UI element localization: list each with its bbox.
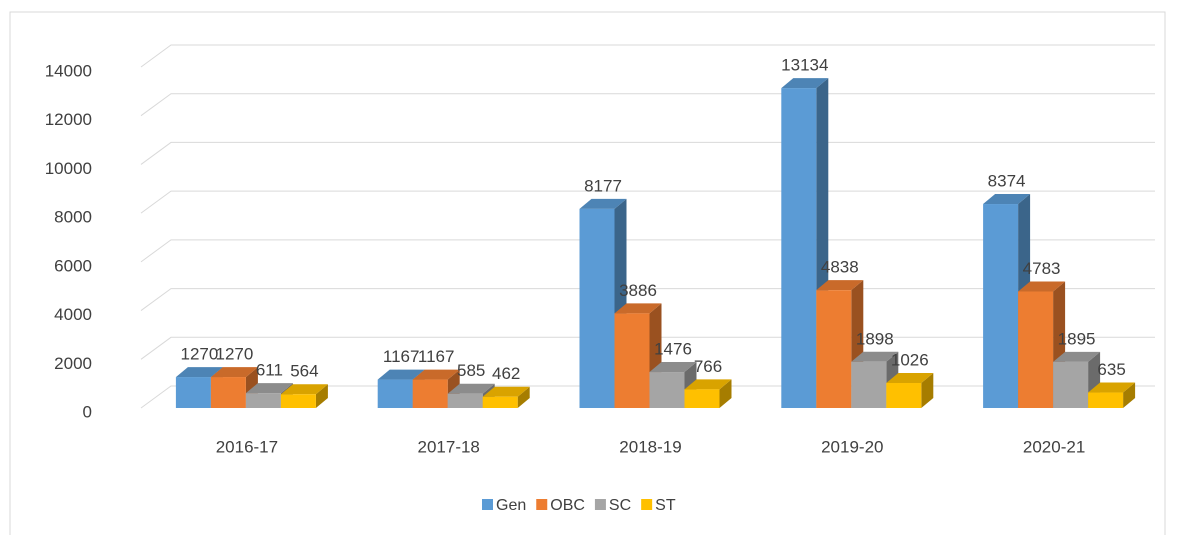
data-label: 564 [290, 362, 318, 381]
bar-top [447, 383, 495, 394]
bar [649, 372, 685, 408]
data-label: 766 [694, 357, 722, 376]
data-label: 635 [1097, 360, 1125, 379]
bar-top [649, 362, 697, 373]
bar-top [245, 383, 293, 394]
bar [175, 377, 211, 408]
bar-top [816, 280, 864, 291]
legend-label: OBC [550, 497, 585, 514]
y-tick-label: 10000 [45, 159, 92, 178]
data-label: 8374 [988, 172, 1026, 191]
legend-swatch [482, 499, 493, 510]
data-label: 1270 [180, 345, 218, 364]
chart-border [9, 11, 1166, 540]
bar-top [851, 351, 899, 362]
bar [280, 394, 316, 408]
bar-top [377, 369, 425, 380]
legend-label: Gen [496, 497, 526, 514]
bar-top [482, 386, 530, 397]
data-label: 1167 [418, 347, 455, 366]
bar-top [983, 194, 1031, 205]
bar-top [1018, 281, 1066, 292]
bar-side [1123, 382, 1136, 408]
data-label: 585 [457, 361, 485, 380]
data-label: 611 [256, 361, 283, 380]
bar-top [684, 379, 732, 390]
bar [210, 377, 246, 408]
bar-side [921, 373, 934, 408]
bar-top [579, 198, 627, 209]
y-tick-label: 4000 [54, 305, 92, 324]
bar-top [175, 367, 223, 378]
legend-swatch [641, 499, 653, 510]
x-tick-label: 2019-20 [821, 437, 883, 456]
data-label: 1270 [215, 345, 253, 364]
bar-top [614, 303, 662, 314]
bar-side [719, 379, 732, 408]
bar-top [781, 78, 829, 89]
bar [377, 379, 413, 408]
legend-label: SC [609, 497, 631, 514]
x-tick-label: 2016-17 [216, 437, 278, 456]
x-tick-label: 2017-18 [418, 437, 480, 456]
x-tick-label: 2020-21 [1023, 437, 1085, 456]
x-tick-label: 2018-19 [619, 437, 681, 456]
bar [579, 208, 615, 408]
data-label: 1026 [891, 350, 929, 369]
data-label: 3886 [619, 281, 657, 300]
data-label: 1895 [1058, 329, 1096, 348]
bar [816, 290, 852, 408]
bar [1053, 361, 1089, 408]
bar-top [1053, 351, 1101, 362]
grid-line [140, 44, 1155, 68]
data-label: 8177 [584, 176, 622, 195]
legend-swatch [594, 499, 606, 510]
y-tick-label: 14000 [45, 61, 92, 80]
legend-swatch [536, 499, 548, 510]
y-tick-label: 12000 [45, 110, 92, 129]
y-tick-label: 2000 [54, 354, 92, 373]
data-label: 4838 [821, 258, 859, 277]
bar [983, 204, 1019, 408]
bar-top [210, 367, 258, 378]
bar [886, 383, 922, 408]
bar [614, 313, 650, 408]
grid-line [140, 93, 1155, 117]
bar-top [280, 384, 328, 395]
data-label: 1167 [383, 347, 420, 366]
bar [684, 389, 720, 408]
data-label: 462 [492, 364, 520, 383]
bar-top [886, 373, 934, 384]
data-label: 4783 [1023, 259, 1061, 278]
bar-top [1088, 382, 1136, 393]
legend-label: ST [655, 497, 676, 514]
bar [1088, 392, 1124, 408]
bar [447, 393, 483, 408]
data-label: 1476 [654, 340, 692, 359]
bar [781, 88, 817, 408]
data-label: 13134 [781, 56, 828, 75]
bar-side [315, 384, 328, 408]
y-tick-label: 6000 [54, 256, 92, 275]
bar [851, 361, 887, 408]
grid-line [140, 141, 1155, 165]
bar [245, 393, 281, 408]
bar [412, 379, 448, 408]
y-tick-label: 0 [83, 402, 92, 421]
bar [1018, 291, 1054, 408]
bar-top [412, 369, 460, 380]
bar-side [517, 386, 530, 408]
data-label: 1898 [856, 329, 894, 348]
y-tick-label: 8000 [54, 208, 92, 227]
bar [482, 396, 518, 408]
